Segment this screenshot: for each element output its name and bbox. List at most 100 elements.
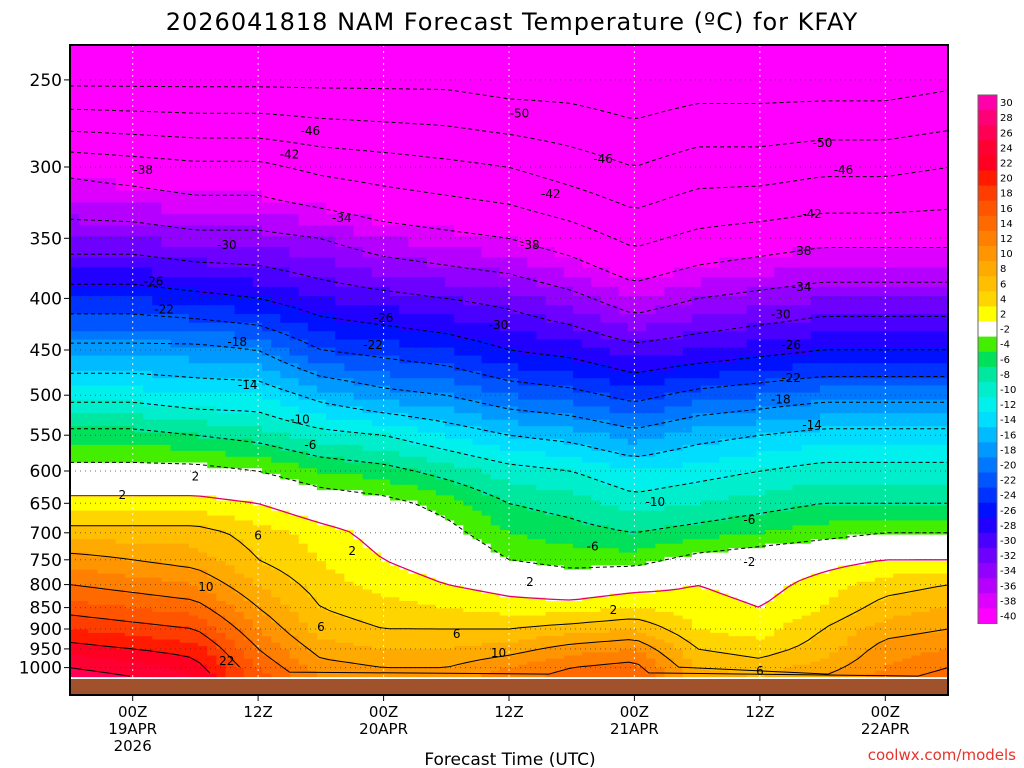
heatmap-cell — [380, 370, 391, 379]
heatmap-cell — [426, 413, 437, 421]
heatmap-cell — [353, 78, 364, 96]
heatmap-cell — [573, 305, 583, 315]
heatmap-cell — [243, 456, 254, 464]
heatmap-cell — [271, 479, 281, 486]
heatmap-cell — [920, 426, 931, 434]
heatmap-cell — [134, 339, 144, 349]
heatmap-cell — [380, 314, 391, 324]
heatmap-cell — [563, 419, 574, 427]
heatmap-cell — [188, 286, 199, 297]
heatmap-cell — [600, 479, 611, 486]
heatmap-cell — [527, 399, 538, 408]
heatmap-cell — [408, 392, 419, 401]
heatmap-cell — [938, 152, 948, 167]
heatmap-cell — [97, 355, 108, 364]
heatmap-cell — [225, 456, 236, 464]
heatmap-cell — [454, 305, 464, 315]
heatmap-cell — [88, 109, 99, 126]
heatmap-cell — [97, 479, 108, 486]
heatmap-cell — [79, 468, 89, 475]
heatmap-cell — [627, 450, 638, 458]
heatmap-cell — [271, 152, 281, 167]
heatmap-cell — [390, 378, 400, 387]
heatmap-cell — [143, 406, 153, 414]
heatmap-cell — [70, 406, 80, 414]
heatmap-cell — [719, 202, 730, 215]
heatmap-cell — [838, 94, 848, 111]
heatmap-cell — [207, 355, 217, 364]
heatmap-cell — [335, 286, 345, 297]
heatmap-cell — [746, 378, 757, 387]
heatmap-cell — [582, 355, 592, 364]
heatmap-cell — [115, 347, 126, 357]
heatmap-cell — [682, 202, 693, 215]
heatmap-cell — [719, 267, 730, 278]
heatmap-cell — [829, 257, 839, 269]
heatmap-cell — [865, 450, 876, 458]
heatmap-cell — [79, 277, 89, 288]
heatmap-cell — [838, 473, 848, 480]
heatmap-cell — [691, 94, 702, 111]
heatmap-cell — [893, 202, 903, 215]
heatmap-cell — [225, 339, 236, 349]
heatmap-cell — [755, 484, 766, 491]
heatmap-cell — [225, 406, 236, 414]
heatmap-cell — [509, 484, 519, 491]
heatmap-cell — [783, 370, 794, 379]
heatmap-cell — [765, 286, 775, 297]
heatmap-cell — [225, 94, 236, 111]
heatmap-cell — [234, 406, 245, 414]
heatmap-cell — [774, 406, 784, 414]
heatmap-cell — [426, 124, 437, 140]
heatmap-cell — [591, 347, 602, 357]
heatmap-cell — [682, 462, 693, 469]
heatmap-cell — [664, 314, 675, 324]
heatmap-cell — [88, 246, 99, 258]
heatmap-cell — [856, 45, 867, 64]
heatmap-cell — [673, 399, 684, 408]
heatmap-cell — [838, 484, 848, 491]
heatmap-cell — [609, 138, 620, 153]
heatmap-cell — [362, 190, 373, 204]
heatmap-cell — [161, 214, 172, 226]
heatmap-cell — [426, 62, 437, 80]
heatmap-cell — [444, 378, 455, 387]
heatmap-cell — [207, 277, 217, 288]
heatmap-cell — [856, 296, 867, 306]
heatmap-cell — [70, 202, 80, 215]
heatmap-cell — [536, 479, 547, 486]
heatmap-cell — [710, 62, 720, 80]
heatmap-cell — [755, 178, 766, 192]
heatmap-cell — [152, 305, 163, 315]
heatmap-cell — [225, 267, 236, 278]
heatmap-cell — [353, 225, 364, 237]
heatmap-cell — [161, 178, 172, 192]
heatmap-cell — [216, 94, 227, 111]
heatmap-cell — [810, 385, 821, 394]
heatmap-cell — [765, 178, 775, 192]
heatmap-cell — [829, 124, 839, 140]
heatmap-cell — [207, 473, 217, 480]
heatmap-cell — [316, 438, 327, 446]
heatmap-cell — [280, 277, 291, 288]
heatmap-cell — [179, 444, 190, 452]
heatmap-cell — [691, 432, 702, 440]
heatmap-cell — [536, 178, 547, 192]
heatmap-cell — [88, 363, 99, 372]
heatmap-cell — [88, 450, 99, 458]
heatmap-cell — [682, 165, 693, 179]
heatmap-cell — [737, 246, 748, 258]
heatmap-cell — [454, 392, 464, 401]
heatmap-cell — [911, 246, 922, 258]
heatmap-cell — [920, 178, 931, 192]
heatmap-cell — [554, 432, 565, 440]
heatmap-cell — [664, 277, 675, 288]
heatmap-cell — [481, 331, 492, 341]
heatmap-cell — [819, 314, 830, 324]
heatmap-cell — [252, 94, 263, 111]
heatmap-cell — [252, 138, 263, 153]
heatmap-cell — [243, 190, 254, 204]
heatmap-cell — [911, 267, 922, 278]
heatmap-cell — [755, 190, 766, 204]
heatmap-cell — [97, 190, 108, 204]
